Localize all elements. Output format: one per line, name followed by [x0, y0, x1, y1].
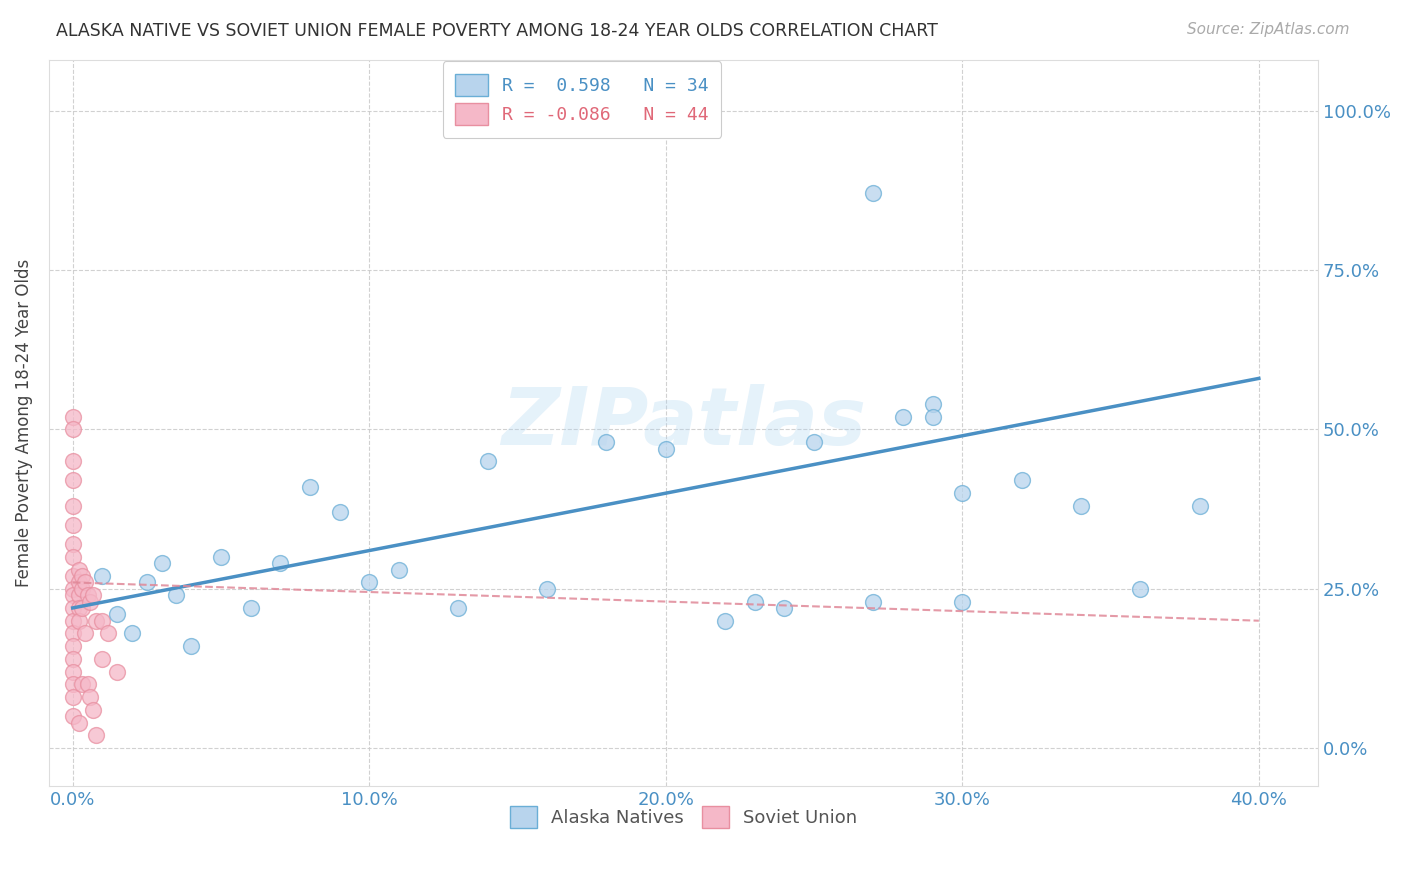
Point	[1070, 499, 1092, 513]
Point	[166, 588, 188, 602]
Point	[239, 601, 262, 615]
Point	[67, 601, 90, 615]
Point	[70, 601, 93, 615]
Point	[388, 563, 411, 577]
Point	[86, 729, 108, 743]
Point	[62, 709, 84, 723]
Point	[105, 665, 128, 679]
Point	[62, 422, 84, 436]
Point	[105, 607, 128, 622]
Point	[655, 442, 678, 456]
Legend: Alaska Natives, Soviet Union: Alaska Natives, Soviet Union	[502, 799, 865, 836]
Point	[91, 569, 114, 583]
Point	[803, 435, 825, 450]
Point	[714, 614, 737, 628]
Point	[1011, 474, 1033, 488]
Point	[62, 588, 84, 602]
Point	[1188, 499, 1211, 513]
Point	[62, 582, 84, 596]
Point	[62, 677, 84, 691]
Point	[67, 614, 90, 628]
Text: ZIPatlas: ZIPatlas	[501, 384, 866, 462]
Point	[67, 715, 90, 730]
Y-axis label: Female Poverty Among 18-24 Year Olds: Female Poverty Among 18-24 Year Olds	[15, 259, 32, 587]
Point	[62, 601, 84, 615]
Point	[91, 652, 114, 666]
Point	[536, 582, 558, 596]
Point	[773, 601, 796, 615]
Point	[891, 409, 914, 424]
Point	[298, 480, 321, 494]
Point	[359, 575, 381, 590]
Point	[62, 652, 84, 666]
Point	[82, 588, 104, 602]
Point	[150, 557, 173, 571]
Point	[76, 588, 98, 602]
Point	[67, 575, 90, 590]
Point	[121, 626, 143, 640]
Point	[62, 626, 84, 640]
Point	[67, 563, 90, 577]
Point	[950, 486, 973, 500]
Point	[97, 626, 120, 640]
Point	[329, 505, 352, 519]
Point	[209, 549, 232, 564]
Point	[62, 474, 84, 488]
Point	[62, 665, 84, 679]
Point	[62, 499, 84, 513]
Point	[862, 594, 884, 608]
Point	[62, 569, 84, 583]
Point	[269, 557, 291, 571]
Point	[921, 397, 943, 411]
Point	[76, 677, 98, 691]
Point	[67, 588, 90, 602]
Point	[86, 614, 108, 628]
Point	[921, 409, 943, 424]
Point	[91, 614, 114, 628]
Point	[135, 575, 157, 590]
Point	[62, 537, 84, 551]
Point	[180, 639, 202, 653]
Point	[62, 409, 84, 424]
Point	[62, 690, 84, 705]
Point	[950, 594, 973, 608]
Point	[62, 639, 84, 653]
Point	[82, 703, 104, 717]
Point	[79, 690, 101, 705]
Point	[62, 614, 84, 628]
Point	[62, 454, 84, 468]
Point	[862, 186, 884, 201]
Point	[70, 582, 93, 596]
Point	[62, 518, 84, 533]
Point	[447, 601, 470, 615]
Point	[70, 677, 93, 691]
Text: Source: ZipAtlas.com: Source: ZipAtlas.com	[1187, 22, 1350, 37]
Point	[1129, 582, 1152, 596]
Point	[477, 454, 499, 468]
Text: ALASKA NATIVE VS SOVIET UNION FEMALE POVERTY AMONG 18-24 YEAR OLDS CORRELATION C: ALASKA NATIVE VS SOVIET UNION FEMALE POV…	[56, 22, 938, 40]
Point	[73, 575, 96, 590]
Point	[595, 435, 617, 450]
Point	[744, 594, 766, 608]
Point	[73, 626, 96, 640]
Point	[79, 594, 101, 608]
Point	[62, 549, 84, 564]
Point	[70, 569, 93, 583]
